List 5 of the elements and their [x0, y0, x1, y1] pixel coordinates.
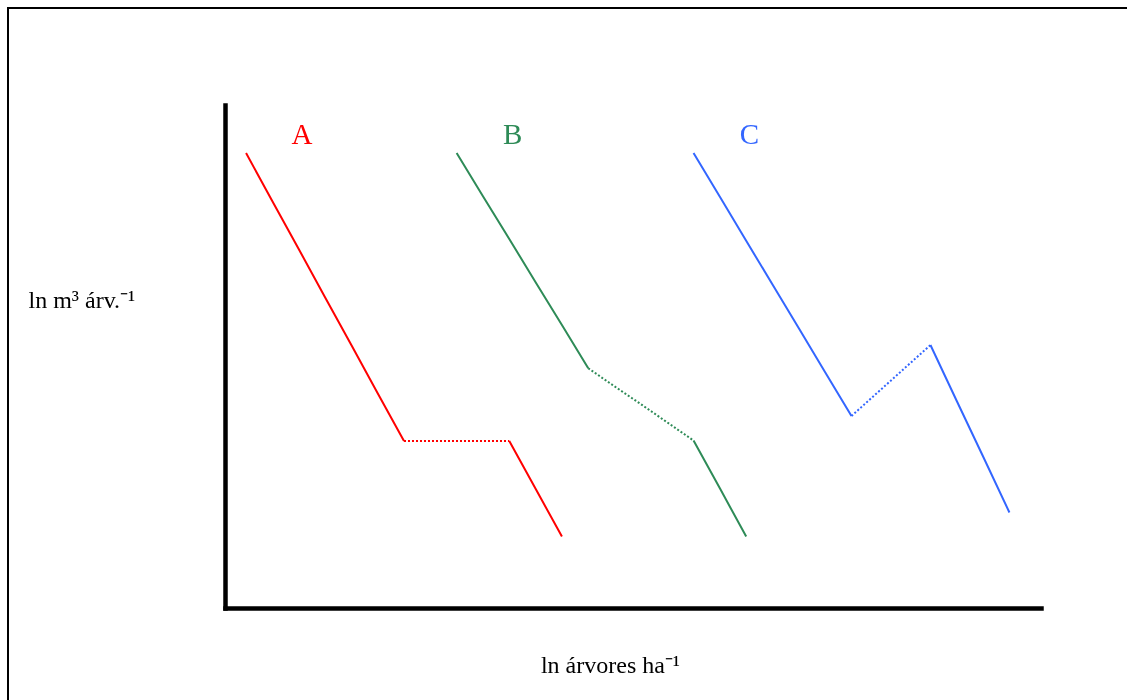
x-axis-title: ln árvores ha⁻¹ — [540, 651, 681, 678]
series-label: B — [502, 118, 523, 150]
series-label: C — [739, 118, 760, 150]
series-label: A — [291, 118, 313, 150]
y-axis-title: ln m³ árv.⁻¹ — [28, 286, 136, 313]
